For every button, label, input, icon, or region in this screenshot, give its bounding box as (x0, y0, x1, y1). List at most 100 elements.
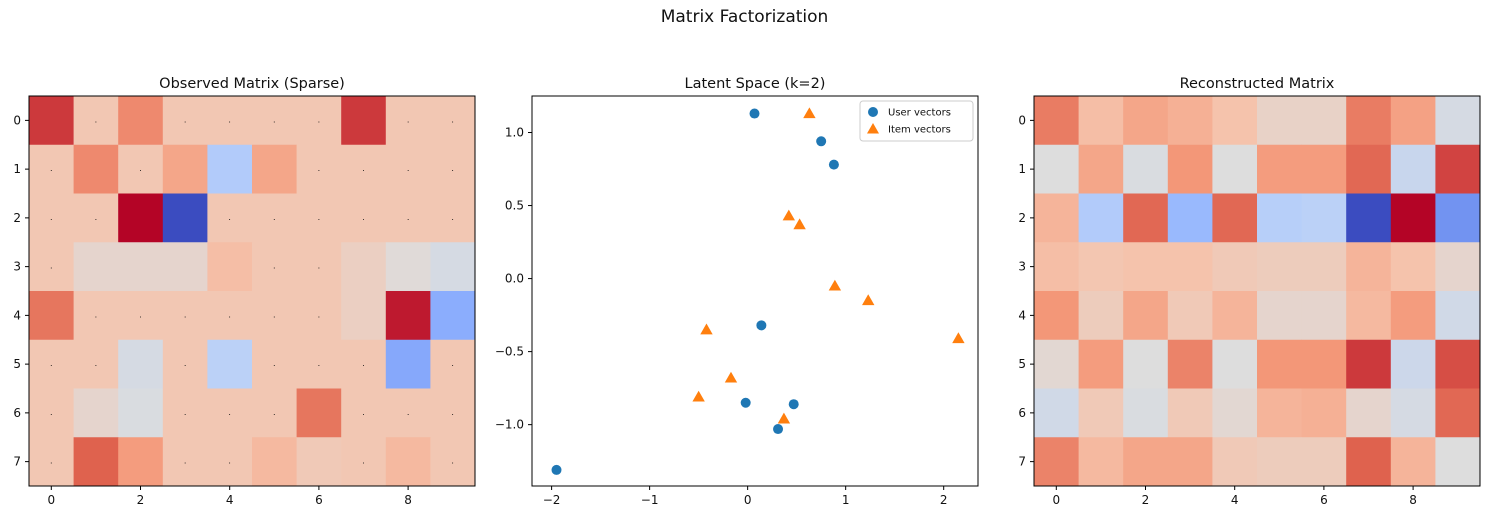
panel-observed-matrix: Observed Matrix (Sparse)................… (13, 76, 476, 507)
heatmap-cell (162, 144, 208, 194)
heatmap-cell (1301, 291, 1347, 341)
x-tick-label: 0 (1052, 493, 1060, 507)
heatmap-cell (162, 339, 208, 389)
missing-marker: . (50, 262, 53, 271)
heatmap-cell (252, 291, 297, 341)
y-tick-label: −1.0 (495, 418, 524, 432)
heatmap-cell (1078, 193, 1124, 243)
missing-marker: . (50, 359, 53, 368)
missing-marker: . (318, 213, 321, 222)
x-tick-label: 4 (1231, 493, 1239, 507)
missing-marker: . (95, 310, 98, 319)
y-tick-label: 5 (13, 357, 21, 371)
heatmap-cell (29, 388, 74, 438)
missing-marker: . (273, 115, 276, 124)
missing-marker: . (407, 408, 410, 417)
heatmap-cell (341, 339, 387, 389)
heatmap-cell (29, 242, 74, 292)
axes-frame (28, 95, 476, 487)
y-tick-label: 0.5 (505, 199, 524, 213)
heatmap-cell (1435, 193, 1481, 243)
heatmap-cell (1435, 144, 1481, 194)
item-vector-point (782, 209, 796, 221)
heatmap-cell (1301, 388, 1347, 438)
item-vector-point (828, 279, 842, 291)
heatmap-cell (385, 388, 431, 438)
missing-marker: . (318, 310, 321, 319)
heatmap-cell (1301, 193, 1347, 243)
heatmap-cell (296, 437, 342, 487)
heatmap-cell (1390, 388, 1436, 438)
legend-marker-user (868, 107, 878, 117)
heatmap-cell (73, 193, 119, 243)
x-tick-label: 6 (1320, 493, 1328, 507)
missing-marker: . (318, 359, 321, 368)
heatmap-cell (252, 437, 297, 487)
item-vector-point (692, 390, 705, 402)
missing-marker: . (362, 457, 365, 466)
heatmap-cell (118, 193, 164, 243)
heatmap-cell (341, 388, 387, 438)
heatmap-cell (341, 437, 387, 487)
heatmap-cell (430, 437, 476, 487)
missing-marker: . (273, 408, 276, 417)
heatmap-cell (1167, 144, 1213, 194)
axes-frame (531, 95, 979, 487)
heatmap-cell (385, 242, 431, 292)
x-tick-label: 0 (47, 493, 55, 507)
heatmap-cell (1301, 437, 1347, 487)
heatmap-cell (430, 193, 476, 243)
heatmap-cell (430, 242, 476, 292)
user-vector-point (551, 464, 562, 475)
missing-marker: . (451, 164, 454, 173)
heatmap-cell (73, 144, 119, 194)
heatmap-cell (385, 291, 431, 341)
heatmap-cell (1257, 242, 1302, 292)
heatmap-cell (162, 96, 208, 146)
heatmap-cell (252, 96, 297, 146)
heatmap-cell (73, 437, 119, 487)
heatmap-cell (385, 193, 431, 243)
user-vector-point (816, 136, 827, 147)
missing-marker: . (362, 408, 365, 417)
heatmap-cell (162, 242, 208, 292)
y-tick-label: 6 (13, 406, 21, 420)
x-tick-label: 2 (940, 493, 948, 507)
heatmap-cell (1257, 437, 1302, 487)
x-tick-label: 2 (1142, 493, 1150, 507)
heatmap-cell (252, 144, 297, 194)
heatmap-cell (1212, 339, 1258, 389)
heatmap-cell (1034, 388, 1079, 438)
heatmap-cell (341, 193, 387, 243)
heatmap-cell (1390, 437, 1436, 487)
heatmap-cell (1123, 242, 1169, 292)
heatmap-cell (296, 291, 342, 341)
y-tick-label: 3 (13, 260, 21, 274)
user-vector-point (773, 424, 784, 435)
heatmap-cell (1167, 291, 1213, 341)
heatmap-cell (1167, 388, 1213, 438)
missing-marker: . (95, 359, 98, 368)
missing-marker: . (407, 164, 410, 173)
heatmap-cell (1257, 144, 1302, 194)
heatmap-cell (1034, 96, 1079, 146)
heatmap-cell (1167, 96, 1213, 146)
heatmap-cell (1390, 144, 1436, 194)
user-vector-point (788, 399, 799, 410)
heatmap-cell (1123, 437, 1169, 487)
heatmap-cell (29, 437, 74, 487)
missing-marker: . (95, 115, 98, 124)
heatmap-cell (1034, 193, 1079, 243)
missing-marker: . (50, 164, 53, 173)
heatmap-cell (1123, 96, 1169, 146)
heatmap-cell (1257, 388, 1302, 438)
missing-marker: . (50, 408, 53, 417)
user-vector-point (740, 397, 751, 408)
missing-marker: . (451, 359, 454, 368)
heatmap-cell (1390, 242, 1436, 292)
heatmap-cell (1301, 144, 1347, 194)
heatmap-cell (1346, 388, 1392, 438)
heatmap-cell (1123, 388, 1169, 438)
missing-marker: . (228, 213, 231, 222)
heatmap-cell (1435, 339, 1481, 389)
